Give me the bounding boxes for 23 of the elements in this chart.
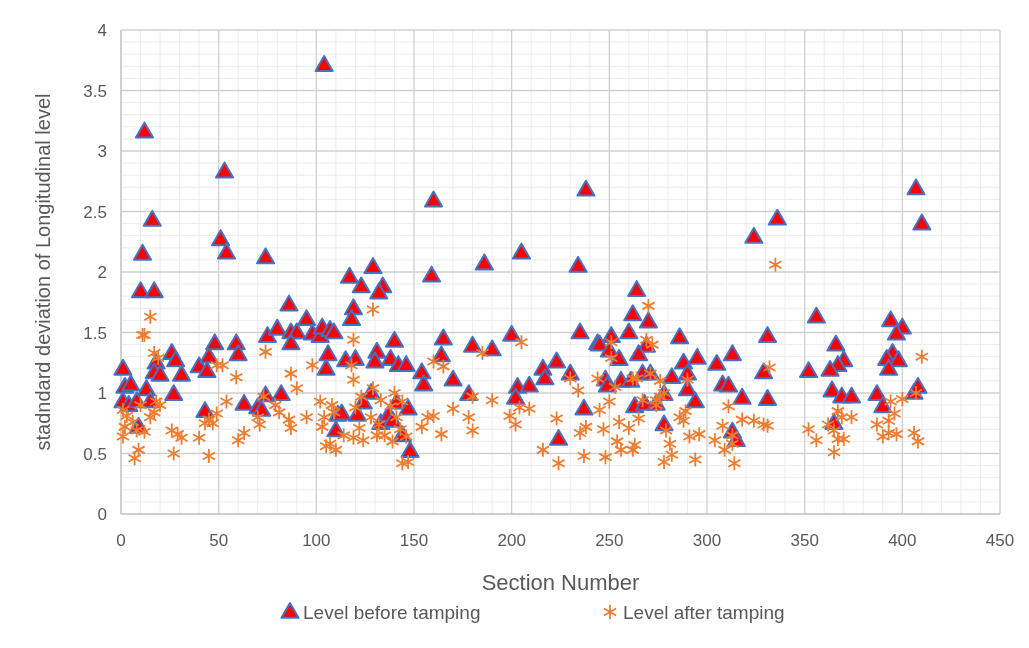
x-tick-label: 100	[302, 531, 331, 550]
x-tick-label: 200	[497, 531, 526, 550]
legend-label: Level before tamping	[303, 602, 481, 623]
y-axis-title: stadndard deviation of Longitudinal level	[32, 93, 54, 451]
y-tick-label: 1	[97, 384, 107, 403]
x-tick-label: 50	[209, 531, 229, 550]
y-tick-label: 4	[97, 21, 107, 40]
y-tick-label: 3	[97, 142, 107, 161]
y-tick-label: 0	[97, 505, 107, 524]
x-tick-label: 450	[985, 531, 1015, 550]
y-tick-label: 0.5	[83, 444, 107, 464]
y-tick-label: 1.5	[83, 323, 107, 343]
y-tick-label: 2.5	[83, 202, 107, 222]
x-tick-label: 250	[595, 531, 624, 550]
x-tick-label: 300	[692, 531, 722, 550]
x-tick-label: 350	[790, 531, 819, 550]
x-axis-title: Section Number	[481, 570, 640, 595]
y-tick-label: 3.5	[83, 81, 107, 101]
x-tick-label: 400	[888, 531, 917, 550]
x-tick-label: 150	[399, 531, 429, 550]
x-tick-label: 0	[116, 531, 126, 550]
y-tick-label: 2	[97, 263, 107, 282]
legend-label: Level after tamping	[623, 602, 785, 623]
